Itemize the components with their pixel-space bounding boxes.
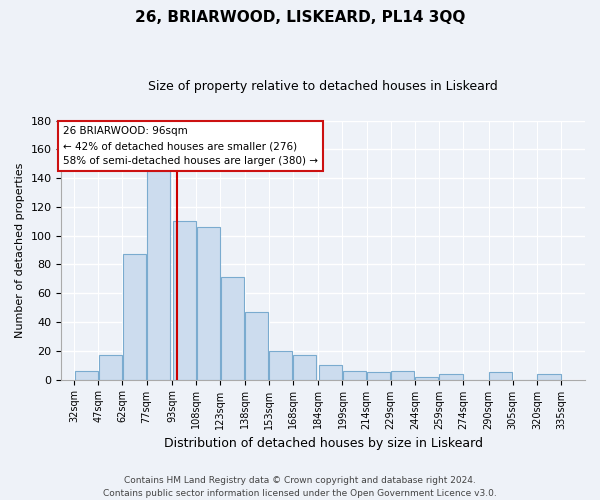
Title: Size of property relative to detached houses in Liskeard: Size of property relative to detached ho…	[148, 80, 498, 93]
Bar	[147, 171, 170, 380]
Text: Contains HM Land Registry data © Crown copyright and database right 2024.
Contai: Contains HM Land Registry data © Crown c…	[103, 476, 497, 498]
Text: 26 BRIARWOOD: 96sqm
← 42% of detached houses are smaller (276)
58% of semi-detac: 26 BRIARWOOD: 96sqm ← 42% of detached ho…	[63, 126, 318, 166]
Y-axis label: Number of detached properties: Number of detached properties	[15, 162, 25, 338]
Bar	[293, 355, 316, 380]
Bar	[415, 376, 439, 380]
Bar	[319, 365, 342, 380]
Bar	[489, 372, 512, 380]
Bar	[439, 374, 463, 380]
Bar	[537, 374, 560, 380]
Bar	[123, 254, 146, 380]
Bar	[74, 371, 98, 380]
Bar	[367, 372, 390, 380]
Bar	[343, 371, 366, 380]
Text: 26, BRIARWOOD, LISKEARD, PL14 3QQ: 26, BRIARWOOD, LISKEARD, PL14 3QQ	[135, 10, 465, 25]
Bar	[269, 351, 292, 380]
X-axis label: Distribution of detached houses by size in Liskeard: Distribution of detached houses by size …	[164, 437, 483, 450]
Bar	[99, 355, 122, 380]
Bar	[173, 222, 196, 380]
Bar	[197, 227, 220, 380]
Bar	[221, 278, 244, 380]
Bar	[245, 312, 268, 380]
Bar	[391, 371, 415, 380]
